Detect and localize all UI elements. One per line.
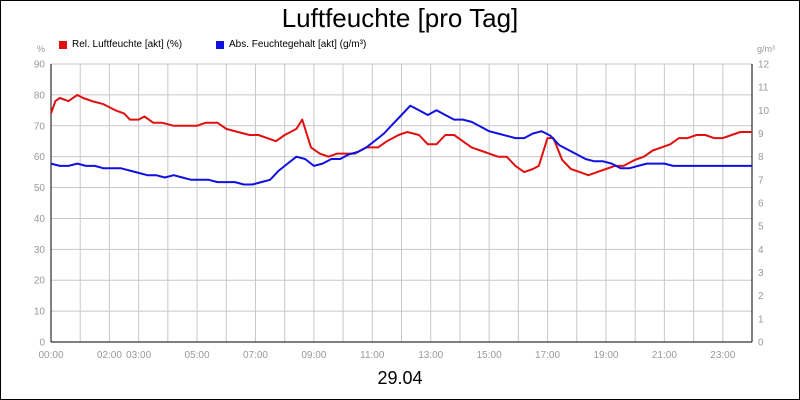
x-tick-label: 07:00 [243, 350, 268, 361]
y-right-tick-label: 4 [758, 245, 764, 256]
legend-label-abs-humidity: Abs. Feuchtegehalt [akt] (g/m³) [229, 39, 367, 50]
y-left-tick-label: 40 [34, 214, 46, 225]
y-right-tick-label: 0 [758, 338, 764, 349]
x-tick-label: 11:00 [360, 350, 385, 361]
y-right-tick-label: 10 [758, 106, 770, 117]
chart-title: Luftfeuchte [pro Tag] [281, 3, 519, 33]
y-right-tick-label: 5 [758, 222, 764, 233]
y-left-tick-label: 70 [34, 121, 46, 132]
y-right-tick-label: 12 [758, 60, 770, 71]
legend-item-abs-humidity: Abs. Feuchtegehalt [akt] (g/m³) [216, 39, 366, 50]
x-tick-label: 00:00 [38, 350, 63, 361]
x-axis-date-label: 29.04 [377, 368, 423, 388]
y-left-tick-label: 30 [34, 245, 46, 256]
x-tick-label: 02:00 [97, 350, 122, 361]
series-line-abs-humidity [50, 104, 752, 186]
y-right-unit-label: g/m³ [757, 44, 775, 54]
x-tick-label: 15:00 [477, 350, 502, 361]
series-line-rel-humidity [50, 93, 752, 177]
y-right-tick-label: 3 [758, 268, 764, 279]
y-left-tick-label: 10 [34, 307, 46, 318]
y-left-tick-label: 80 [34, 90, 46, 101]
x-tick-label: 05:00 [185, 350, 210, 361]
x-tick-label: 09:00 [301, 350, 326, 361]
legend-item-rel-humidity: Rel. Luftfeuchte [akt] (%) [59, 39, 182, 50]
x-tick-label: 23:00 [710, 350, 735, 361]
y-left-tick-label: 0 [39, 338, 45, 349]
y-left-unit-label: % [37, 44, 45, 54]
x-tick-label: 19:00 [593, 350, 618, 361]
y-left-tick-label: 90 [34, 60, 46, 71]
legend-label-rel-humidity: Rel. Luftfeuchte [akt] (%) [72, 39, 183, 50]
y-right-tick-label: 6 [758, 199, 764, 210]
x-tick-label: 17:00 [535, 350, 560, 361]
y-right-tick-label: 8 [758, 152, 764, 163]
y-right-tick-label: 11 [758, 83, 769, 94]
y-right-tick-label: 9 [758, 129, 764, 140]
legend-swatch-blue [216, 40, 224, 49]
y-left-tick-label: 60 [34, 152, 46, 163]
y-left-tick-label: 50 [34, 183, 46, 194]
y-right-tick-label: 1 [758, 314, 764, 325]
x-tick-label: 21:00 [652, 350, 677, 361]
y-left-tick-label: 20 [34, 276, 46, 287]
x-tick-label: 03:00 [126, 350, 151, 361]
x-tick-label: 13:00 [418, 350, 443, 361]
y-right-tick-label: 7 [758, 175, 764, 186]
legend-swatch-red [59, 40, 67, 49]
y-right-tick-label: 2 [758, 291, 764, 302]
